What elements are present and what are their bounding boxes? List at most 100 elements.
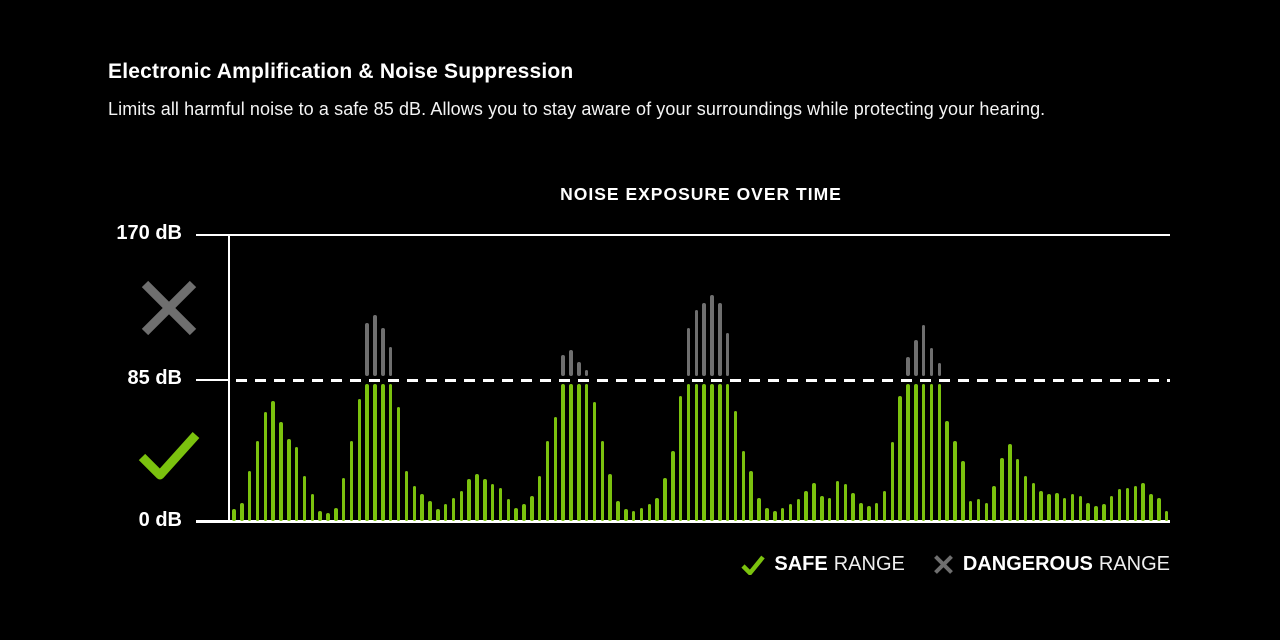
noise-bar [788, 504, 793, 521]
noise-bar [569, 384, 573, 521]
noise-bar [467, 479, 471, 521]
noise-bar [436, 509, 440, 521]
noise-bar [310, 494, 315, 521]
noise-bar-overshoot [710, 295, 714, 376]
plot-area [232, 235, 1170, 522]
noise-bar [514, 508, 518, 521]
noise-bar [647, 504, 652, 521]
noise-bar [827, 498, 832, 521]
noise-bar [1125, 488, 1130, 521]
noise-bar [271, 401, 275, 521]
noise-bar [561, 384, 565, 521]
noise-bar [545, 441, 550, 521]
noise-bar [1094, 506, 1098, 521]
noise-bar-overshoot [725, 333, 730, 376]
noise-bar [945, 421, 949, 521]
noise-bar [584, 384, 589, 521]
noise-bar [1008, 444, 1012, 521]
noise-bar [1141, 483, 1145, 521]
noise-bar [294, 447, 299, 521]
noise-bar-overshoot [921, 325, 926, 376]
noise-bar [843, 484, 848, 521]
noise-bar [702, 384, 706, 521]
noise-bar [968, 501, 973, 521]
noise-bar [710, 384, 714, 521]
noise-bar-overshoot [937, 363, 942, 376]
noise-bar [1047, 494, 1051, 521]
axis-line-170db [196, 233, 1170, 236]
noise-bar-overshoot [569, 350, 573, 376]
y-axis-label-0db: 0 dB [138, 509, 182, 531]
noise-bar [1070, 494, 1075, 521]
noise-bar [232, 509, 236, 521]
noise-bar [483, 479, 487, 521]
noise-bar [577, 384, 581, 521]
noise-bar [953, 441, 957, 521]
noise-bar [906, 384, 910, 521]
noise-bar [373, 384, 377, 521]
noise-bar [287, 439, 291, 521]
noise-bar-overshoot [365, 323, 369, 376]
legend-item-safe: SAFE RANGE [741, 553, 905, 576]
noise-bar [921, 384, 926, 521]
noise-bar [749, 471, 753, 521]
noise-bar [804, 491, 808, 521]
noise-bar [765, 508, 769, 521]
axis-line-0db [196, 520, 1170, 523]
noise-bar [914, 384, 918, 521]
noise-bar [1078, 496, 1083, 521]
noise-bar [820, 496, 824, 521]
noise-bar [522, 504, 526, 521]
legend-item-dangerous: DANGEROUS RANGE [933, 553, 1170, 576]
noise-bar [671, 451, 675, 521]
noise-bar-overshoot [686, 328, 691, 376]
noise-bar [937, 384, 942, 521]
noise-bar [1055, 493, 1059, 521]
noise-bar [686, 384, 691, 521]
noise-bar [357, 399, 362, 521]
legend-check-icon [741, 555, 766, 575]
noise-bar [812, 483, 816, 521]
noise-bar [1023, 476, 1028, 521]
y-axis-label-85db: 85 dB [127, 367, 182, 389]
noise-bar [263, 412, 268, 521]
noise-bar [318, 511, 322, 521]
noise-bar [365, 384, 369, 521]
noise-bar [349, 441, 354, 521]
noise-bar-overshoot [577, 362, 581, 376]
noise-bar [490, 484, 495, 521]
noise-bar [1102, 504, 1106, 521]
noise-bar [388, 384, 393, 521]
noise-bar-overshoot [694, 310, 699, 376]
noise-bar [279, 422, 283, 521]
noise-bar [616, 501, 620, 521]
noise-bar [741, 451, 746, 521]
noise-bar [1062, 498, 1067, 521]
noise-bar [976, 499, 981, 521]
noise-bar [639, 508, 644, 521]
noise-bar [624, 509, 628, 521]
noise-bar [678, 396, 683, 521]
noise-bar [334, 508, 338, 521]
noise-bar [1164, 511, 1169, 521]
noise-bar-overshoot [906, 357, 910, 376]
noise-bar [796, 499, 800, 521]
page-title: Electronic Amplification & Noise Suppres… [108, 60, 574, 83]
y-axis-label-170db: 170 dB [116, 222, 182, 244]
noise-bar [859, 503, 863, 521]
noise-bar [451, 498, 456, 521]
legend-x-icon [933, 554, 954, 575]
dangerous-x-icon [138, 277, 200, 344]
noise-bar [1133, 486, 1137, 521]
noise-bar [247, 471, 252, 521]
noise-bar [553, 417, 558, 521]
noise-bar [420, 494, 424, 521]
noise-bar [443, 504, 448, 521]
noise-bar [1109, 496, 1114, 521]
noise-bar [459, 491, 464, 521]
noise-bar [302, 476, 307, 521]
noise-bar [961, 461, 965, 521]
noise-bar [1157, 498, 1161, 521]
noise-bar [1015, 459, 1020, 521]
